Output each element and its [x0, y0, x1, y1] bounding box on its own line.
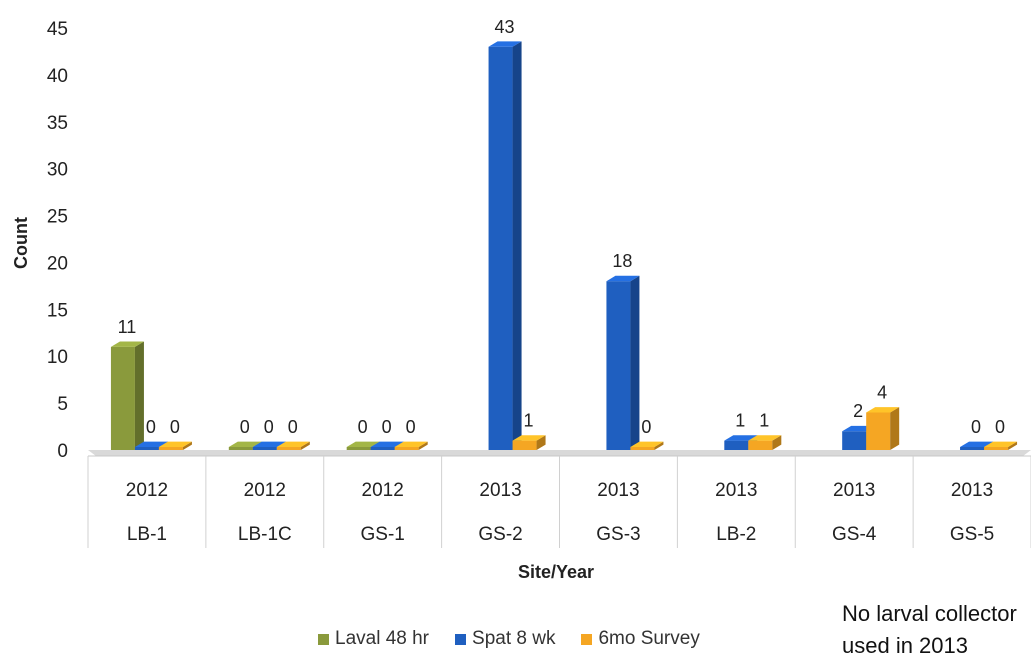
data-label: 18	[612, 251, 632, 271]
category-year-label: 2012	[244, 480, 286, 501]
data-label: 43	[495, 17, 515, 37]
y-axis: 0 5 10 15 20 25 30 35 40 45	[47, 19, 68, 462]
data-label: 0	[240, 417, 250, 437]
category-year-label: 2013	[833, 480, 875, 501]
category-year-label: 2012	[126, 480, 168, 501]
data-label: 1	[735, 411, 745, 431]
category-site-label: GS-1	[361, 524, 405, 545]
data-label: 0	[995, 417, 1005, 437]
data-label: 4	[877, 382, 887, 402]
bar-6mo-survey	[276, 441, 310, 450]
category-site-label: LB-2	[716, 524, 756, 545]
y-axis-title: Count	[11, 217, 31, 269]
category-year-label: 2013	[951, 480, 993, 501]
bar-6mo-survey	[984, 441, 1018, 450]
bar-6mo-survey	[630, 441, 664, 450]
category-year-label: 2013	[479, 480, 521, 501]
bar-6mo-survey	[394, 441, 428, 450]
category-site-label: GS-3	[596, 524, 640, 545]
bar-6mo-survey	[158, 441, 192, 450]
data-label: 0	[146, 417, 156, 437]
y-tick-label: 5	[57, 394, 68, 415]
data-label: 0	[358, 417, 368, 437]
category-site-label: GS-4	[832, 524, 877, 545]
legend-swatch-laval	[318, 633, 329, 645]
legend-item-laval: Laval 48 hr	[318, 628, 429, 650]
y-tick-label: 15	[47, 300, 68, 321]
bar-6mo-survey	[748, 435, 782, 450]
y-tick-label: 35	[47, 113, 68, 134]
y-tick-label: 40	[47, 66, 68, 87]
data-label: 1	[759, 411, 769, 431]
bars	[110, 41, 1018, 450]
category-year-label: 2012	[362, 480, 404, 501]
x-axis: 2012 LB-1 2012 LB-1C 2012 GS-1 2013 GS-2 2013 GS-…	[87, 450, 1031, 548]
chart-floor	[88, 450, 1031, 456]
category-year-label: 2013	[715, 480, 757, 501]
category-site-label: GS-5	[950, 524, 994, 545]
data-label: 2	[853, 401, 863, 421]
legend-label-laval: Laval 48 hr	[335, 628, 430, 649]
legend-item-spat: Spat 8 wk	[455, 628, 555, 650]
y-tick-label: 20	[47, 253, 68, 274]
y-tick-label: 0	[57, 441, 68, 462]
data-label: 0	[641, 417, 651, 437]
legend-swatch-spat	[455, 633, 467, 645]
data-label: 11	[118, 317, 137, 337]
category-year-label: 2013	[597, 480, 639, 501]
category-site-label: LB-1	[127, 524, 167, 545]
category-site-label: LB-1C	[238, 524, 292, 545]
legend-label-spat: Spat 8 wk	[472, 628, 556, 649]
data-label: 1	[524, 411, 534, 431]
bar-6mo-survey	[866, 407, 900, 450]
y-tick-label: 10	[47, 347, 68, 368]
bar-6mo-survey	[512, 435, 546, 450]
data-label: 0	[288, 417, 298, 437]
x-axis-title: Site/Year	[518, 562, 594, 582]
legend-item-6mo: 6mo Survey	[581, 628, 700, 650]
legend: Laval 48 hr Spat 8 wk 6mo Survey	[318, 628, 700, 650]
legend-swatch-6mo	[581, 633, 593, 645]
note-line-1: No larval collector	[842, 601, 1017, 626]
data-label: 0	[971, 417, 981, 437]
bar-laval-48-hr	[110, 341, 144, 450]
category-site-label: GS-2	[478, 524, 522, 545]
y-tick-label: 25	[47, 207, 68, 228]
annotation-note: No larval collector used in 2013	[842, 598, 1017, 662]
y-tick-label: 30	[47, 160, 68, 181]
data-label: 0	[170, 417, 180, 437]
bar-spat-8-wk	[606, 275, 640, 450]
data-label: 0	[382, 417, 392, 437]
y-tick-label: 45	[47, 19, 68, 40]
data-label: 0	[406, 417, 416, 437]
data-label: 0	[264, 417, 274, 437]
note-line-2: used in 2013	[842, 633, 968, 658]
legend-label-6mo: 6mo Survey	[598, 628, 700, 649]
bar-spat-8-wk	[488, 41, 522, 450]
